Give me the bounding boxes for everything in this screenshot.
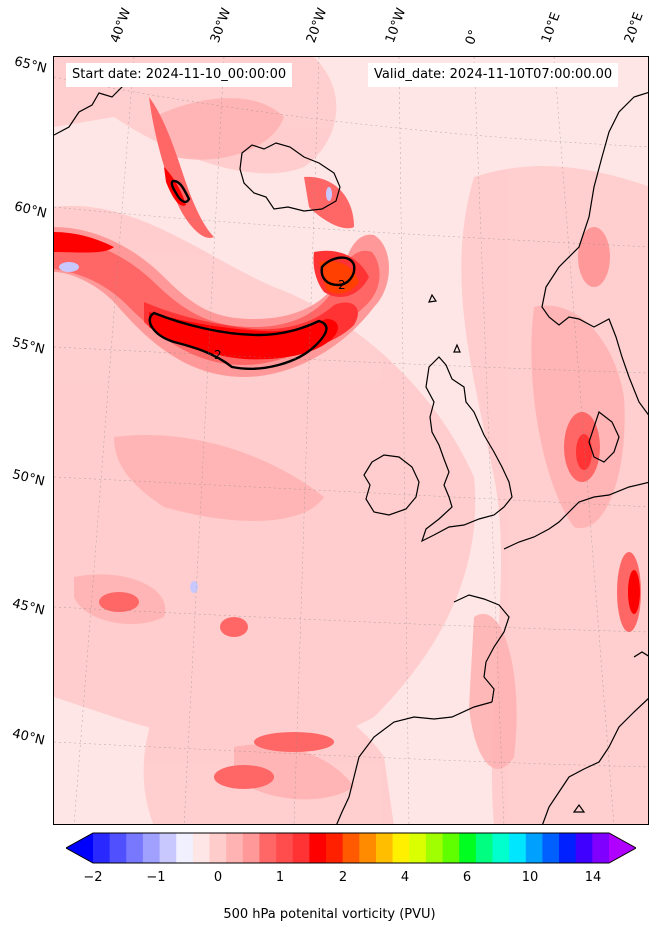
lat-label-55n: 55°N: [10, 335, 47, 358]
colorbar-swatch: [342, 833, 360, 863]
map-panel[interactable]: 2 2: [53, 56, 649, 825]
colorbar-swatch: [176, 833, 194, 863]
colorbar-tick-10: 10: [521, 870, 539, 885]
colorbar-swatch: [359, 833, 377, 863]
lat-label-50n: 50°N: [10, 467, 47, 490]
lon-label-0: 0°: [462, 27, 483, 47]
colorbar-swatch: [459, 833, 477, 863]
lon-label-10e: 10°E: [538, 10, 564, 46]
lat-label-60n: 60°N: [12, 199, 49, 222]
pv-map: 2 2: [54, 57, 648, 824]
colorbar-swatch: [159, 833, 177, 863]
colorbar-swatch: [392, 833, 410, 863]
colorbar-tick-14: 14: [584, 870, 602, 885]
lat-label-65n: 65°N: [12, 54, 49, 77]
colorbar-swatch: [126, 833, 144, 863]
valid-date-label: Valid_date: 2024-11-10T07:00:00.00: [368, 63, 619, 87]
colorbar-tick-6: 6: [462, 870, 472, 885]
colorbar-tick-neg2: −2: [83, 870, 103, 885]
colorbar-swatch: [276, 833, 294, 863]
colorbar-tick-2: 2: [338, 870, 348, 885]
pv-negative-spots: [59, 187, 332, 593]
colorbar-swatch: [492, 833, 510, 863]
start-date-label: Start date: 2024-11-10_00:00:00: [66, 63, 293, 87]
pv-spots: [99, 227, 641, 789]
lon-label-20w: 20°W: [303, 6, 331, 45]
colorbar-swatch: [109, 833, 127, 863]
colorbar-swatch: [226, 833, 244, 863]
colorbar-swatch: [93, 833, 111, 863]
colorbar-swatch: [242, 833, 260, 863]
lon-label-20e: 20°E: [621, 10, 647, 46]
colorbar-swatch: [425, 833, 444, 863]
colorbar: [66, 832, 636, 864]
colorbar-swatch: [326, 833, 344, 863]
colorbar-swatch: [442, 833, 460, 863]
colorbar-extend-min: [66, 833, 93, 863]
colorbar-swatch: [592, 833, 610, 863]
graticule: [54, 57, 648, 824]
lon-label-30w: 30°W: [207, 6, 235, 45]
lat-label-40n: 40°N: [10, 726, 47, 749]
colorbar-swatch: [509, 833, 527, 863]
lon-label-10w: 10°W: [382, 6, 410, 45]
contour-label-2: 2: [338, 278, 346, 292]
colorbar-tick-neg1: −1: [146, 870, 166, 885]
coastlines: [54, 66, 648, 824]
colorbar-swatch: [259, 833, 277, 863]
colorbar-swatch: [309, 833, 327, 863]
colorbar-label: 500 hPa potenital vorticity (PVU): [223, 907, 436, 922]
colorbar-tick-4: 4: [400, 870, 410, 885]
pv-contour-2: [148, 179, 356, 370]
lat-label-45n: 45°N: [10, 596, 47, 619]
colorbar-swatch: [475, 833, 493, 863]
contour-label-1: 2: [214, 348, 222, 362]
colorbar-swatch: [142, 833, 161, 863]
lon-label-40w: 40°W: [107, 6, 135, 45]
colorbar-swatch: [409, 833, 427, 863]
colorbar-swatch: [292, 833, 310, 863]
colorbar-outline: [66, 832, 636, 864]
colorbar-swatch: [575, 833, 593, 863]
colorbar-swatch: [375, 833, 394, 863]
colorbar-swatch: [542, 833, 560, 863]
colorbar-tick-0: 0: [213, 870, 223, 885]
colorbar-swatch: [559, 833, 577, 863]
colorbar-extend-max: [609, 833, 636, 863]
colorbar-swatch: [192, 833, 211, 863]
colorbar-swatch: [525, 833, 543, 863]
colorbar-tick-1: 1: [275, 870, 285, 885]
colorbar-swatch: [209, 833, 227, 863]
pv-field-medium: [74, 98, 625, 800]
